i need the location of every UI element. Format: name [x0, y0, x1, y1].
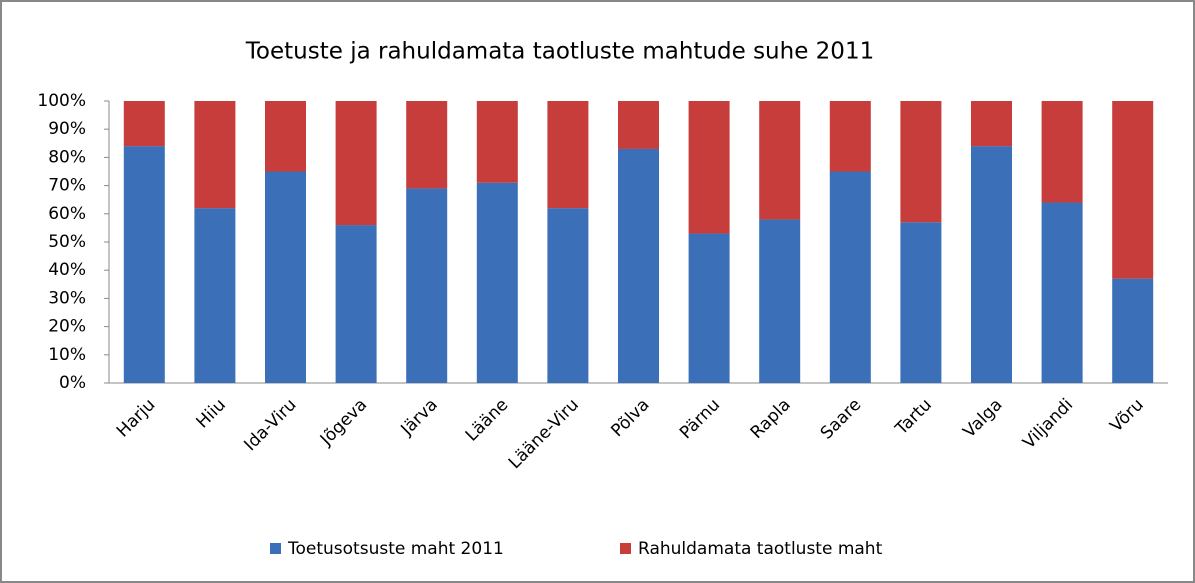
bar-segment [123, 101, 165, 147]
y-tick-label: 0% [59, 373, 86, 393]
bar-segment [547, 208, 589, 383]
bar-segment [194, 101, 236, 209]
bar-segment [1041, 202, 1083, 383]
y-tick-label: 40% [48, 260, 86, 280]
legend-swatch [270, 543, 281, 554]
bar-segment [406, 101, 448, 189]
bar-segment [476, 101, 518, 183]
bar-segment [123, 146, 165, 383]
legend-swatch [620, 543, 631, 554]
bar-segment [194, 208, 236, 383]
bar-segment [618, 101, 659, 149]
chart-title: Toetuste ja rahuldamata taotluste mahtud… [245, 39, 874, 65]
bar-segment [265, 101, 306, 172]
legend-label: Toetusotsuste maht 2011 [287, 539, 504, 559]
y-tick-label: 20% [48, 317, 86, 337]
bar-segment [759, 219, 801, 383]
bar-segment [476, 182, 518, 383]
legend-label: Rahuldamata taotluste maht [638, 539, 883, 559]
bar-segment [1112, 278, 1154, 383]
bar-segment [406, 188, 448, 383]
bar-segment [547, 101, 589, 209]
y-tick-label: 10% [48, 345, 86, 365]
bar-segment [971, 146, 1012, 383]
bar-segment [1112, 101, 1154, 279]
bar-segment [1041, 101, 1083, 203]
y-tick-label: 70% [48, 176, 86, 196]
bar-segment [335, 225, 377, 383]
y-tick-label: 50% [48, 232, 86, 252]
y-tick-label: 90% [48, 119, 86, 139]
y-tick-label: 100% [37, 91, 86, 111]
bar-segment [688, 101, 730, 234]
y-tick-label: 60% [48, 204, 86, 224]
bar-segment [688, 233, 730, 383]
y-tick-label: 30% [48, 288, 86, 308]
bar-segment [618, 148, 659, 383]
bar-segment [759, 101, 801, 220]
bar-segment [829, 101, 871, 172]
bar-segment [900, 222, 942, 383]
bar-segment [265, 171, 306, 383]
bar-segment [971, 101, 1012, 147]
bar-segment [900, 101, 942, 223]
bar-segment [829, 171, 871, 383]
bar-segment [335, 101, 377, 226]
y-tick-label: 80% [48, 147, 86, 167]
